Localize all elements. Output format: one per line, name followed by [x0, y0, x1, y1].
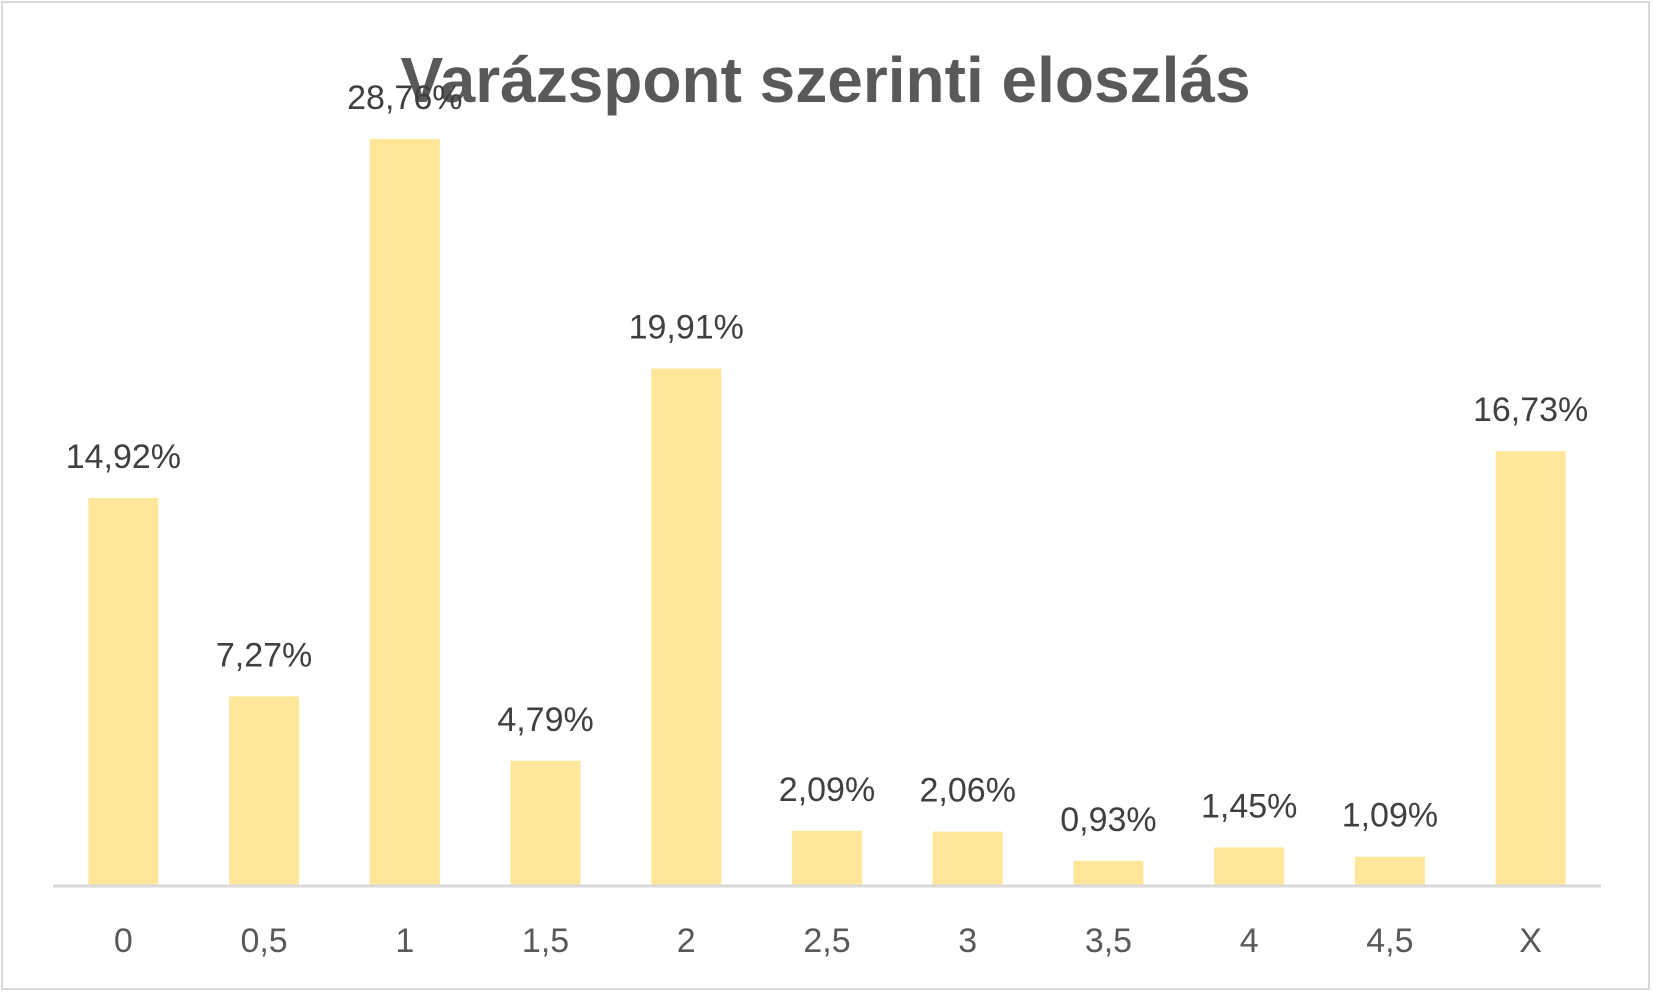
data-label: 28,76% — [347, 79, 462, 117]
x-tick-label: 2 — [677, 922, 696, 960]
bar — [1214, 847, 1285, 885]
data-label: 1,45% — [1201, 787, 1297, 825]
x-tick-label: 2,5 — [803, 922, 850, 960]
bars-layer — [88, 139, 1566, 886]
data-label: 4,79% — [497, 701, 593, 739]
x-tick-label: 0 — [114, 922, 133, 960]
x-tick-labels-layer: 0 0,5 1 1,5 2 2,5 3 3,5 4 4,5 X — [114, 922, 1542, 960]
data-label: 16,73% — [1473, 391, 1588, 429]
chart-title: Varázspont szerinti eloszlás — [400, 44, 1251, 116]
x-tick-label: 4 — [1240, 922, 1259, 960]
data-label: 2,09% — [779, 771, 875, 809]
data-label: 2,06% — [920, 772, 1016, 810]
x-tick-label: 0,5 — [240, 922, 287, 960]
bar — [229, 696, 300, 885]
bar-chart-plot: 14,92% 7,27% 28,76% 4,79% 19,91% 2,09% 2,06% 0,… — [53, 79, 1601, 960]
bar — [792, 830, 862, 885]
bar — [510, 760, 581, 885]
data-label: 19,91% — [629, 309, 744, 347]
bar — [1073, 860, 1144, 885]
bar — [1495, 451, 1566, 885]
bar — [932, 831, 1003, 885]
x-tick-label: 1,5 — [522, 922, 569, 960]
bar — [88, 498, 159, 885]
x-tick-label: 1 — [395, 922, 414, 960]
data-label: 7,27% — [216, 636, 312, 674]
x-tick-label: 3,5 — [1085, 922, 1132, 960]
bar — [1354, 856, 1425, 885]
data-label: 1,09% — [1342, 797, 1438, 835]
x-tick-label: X — [1519, 922, 1542, 960]
bar — [369, 139, 440, 886]
bar — [651, 368, 722, 886]
x-tick-label: 3 — [958, 922, 977, 960]
x-tick-label: 4,5 — [1366, 922, 1413, 960]
data-label: 14,92% — [66, 438, 181, 476]
data-labels-layer: 14,92% 7,27% 28,76% 4,79% 19,91% 2,09% 2,06% 0,… — [66, 79, 1589, 839]
data-label: 0,93% — [1060, 801, 1156, 839]
